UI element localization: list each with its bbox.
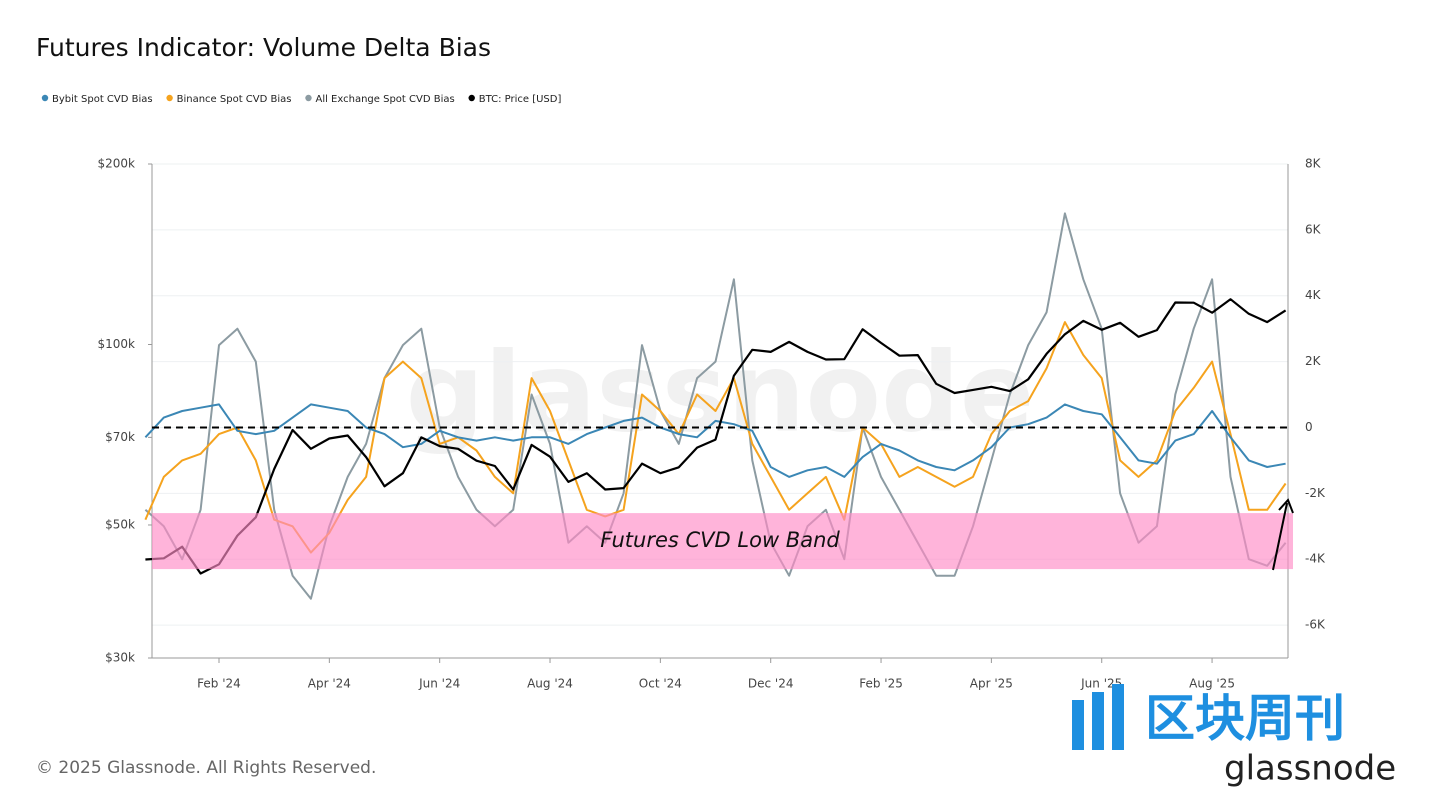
- series-line: [144, 403, 1286, 478]
- arrow-head: [1278, 498, 1294, 514]
- logo-bar: [1092, 692, 1104, 750]
- logo-bar: [1072, 700, 1084, 750]
- annotation-arrow: [1272, 502, 1288, 571]
- x-tick-label: Apr '25: [970, 677, 1013, 691]
- y-tick-label: $70k: [105, 430, 135, 444]
- legend-marker: [468, 94, 475, 102]
- y-tick-label: $30k: [105, 651, 135, 665]
- low-band: [152, 513, 1293, 570]
- series-line: [144, 212, 1287, 600]
- x-tick-label: Jun '25: [1080, 677, 1122, 691]
- y2-tick-label: -2K: [1305, 486, 1326, 500]
- legend-label: Bybit Spot CVD Bias: [52, 94, 153, 105]
- logo-bar: [1112, 684, 1124, 750]
- logo-subtitle: glassnode: [1224, 749, 1396, 789]
- x-tick-label: Jun '24: [418, 677, 460, 691]
- plot-area: -6K -4K -2K 0 2K 4K 6K 8K $30k $50k $70k $100k $200k…: [98, 157, 1326, 691]
- y-tick-label: $50k: [105, 517, 135, 531]
- logo-title: 区块周刊: [1145, 690, 1345, 748]
- y2-tick-label: 8K: [1305, 157, 1322, 171]
- watermark: glassnode: [406, 328, 1035, 456]
- y-tick-label: $100k: [98, 337, 136, 351]
- y2-tick-label: 0: [1305, 420, 1313, 434]
- legend: Bybit Spot CVD Bias Binance Spot CVD Bias…: [41, 94, 562, 105]
- legend-marker: [166, 94, 173, 102]
- y2-tick-label: -6K: [1305, 618, 1326, 632]
- legend-marker: [41, 94, 49, 102]
- y2-tick-label: -4K: [1305, 552, 1326, 566]
- legend-label: All Exchange Spot CVD Bias: [315, 94, 454, 105]
- x-tick-label: Feb '25: [859, 677, 903, 691]
- y-tick-label: $200k: [98, 157, 136, 171]
- x-tick-label: Feb '24: [197, 677, 241, 691]
- band-label: Futures CVD Low Band: [600, 528, 840, 552]
- x-tick-label: Oct '24: [639, 677, 682, 691]
- legend-label: BTC: Price [USD]: [479, 94, 562, 105]
- x-tick-label: Apr '24: [308, 677, 351, 691]
- x-tick-label: Aug '25: [1189, 677, 1235, 691]
- y2-tick-label: 2K: [1305, 354, 1322, 368]
- legend-marker: [305, 94, 312, 102]
- footer: © 2025 Glassnode. All Rights Reserved.: [36, 758, 376, 778]
- chart-title: Futures Indicator: Volume Delta Bias: [36, 33, 491, 62]
- y2-tick-label: 4K: [1305, 288, 1322, 302]
- series-line: [145, 298, 1287, 575]
- logo: 区块周刊 glassnode: [1072, 684, 1396, 789]
- x-tick-label: Aug '24: [527, 677, 573, 691]
- x-tick-label: Dec '24: [748, 677, 794, 691]
- y2-tick-label: 6K: [1305, 222, 1322, 236]
- legend-label: Binance Spot CVD Bias: [177, 94, 292, 105]
